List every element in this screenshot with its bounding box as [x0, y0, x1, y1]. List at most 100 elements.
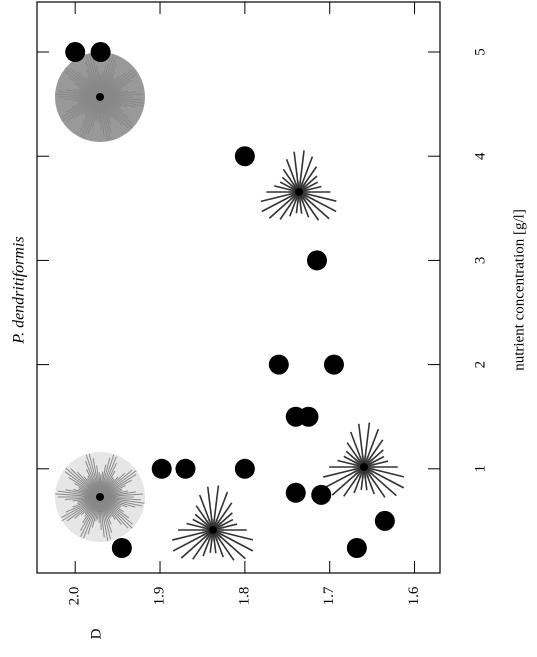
- point: [111, 537, 132, 558]
- colony-branch: [289, 191, 300, 217]
- colony-branch: [172, 529, 214, 552]
- colony-branch: [55, 493, 101, 498]
- colony-branch: [323, 466, 365, 478]
- colony-branch: [363, 439, 384, 468]
- colony-branch: [65, 467, 101, 498]
- colony-branch: [298, 191, 330, 220]
- colony-branch: [268, 191, 300, 219]
- point: [175, 458, 196, 479]
- point: [298, 406, 319, 427]
- point: [285, 482, 306, 503]
- colony-branch: [353, 466, 365, 494]
- colony-branch: [363, 449, 384, 468]
- colony-branch: [212, 485, 220, 531]
- colony-branch: [298, 191, 320, 221]
- colony-branch: [82, 96, 101, 139]
- x-tick-label: 1: [472, 465, 488, 473]
- colony-branch: [363, 422, 371, 468]
- colony-branch: [61, 96, 101, 122]
- colony-center: [295, 188, 303, 196]
- colony-branch: [363, 466, 405, 489]
- colony-branch: [61, 96, 101, 118]
- y-tick-label: 1.9: [151, 587, 167, 606]
- colony-branch: [274, 185, 300, 193]
- colony-branch: [337, 459, 365, 468]
- y-axis-label: D: [88, 628, 104, 639]
- colony-branch: [363, 466, 405, 478]
- colony-branch: [346, 442, 365, 468]
- point: [234, 458, 255, 479]
- colony-branch: [99, 456, 117, 498]
- colony-branch: [212, 529, 254, 541]
- colony-branch: [180, 529, 214, 559]
- point: [311, 484, 332, 505]
- colony-branch: [293, 151, 300, 193]
- colony-branch: [363, 466, 397, 497]
- point: [346, 537, 367, 558]
- x-axis-label: nutrient concentration [g/l]: [511, 209, 527, 371]
- colony-images: [55, 52, 405, 561]
- colony-branch: [80, 496, 101, 537]
- colony-center: [96, 93, 104, 101]
- colony-branch: [99, 96, 112, 140]
- colony-branch: [99, 54, 115, 98]
- colony-branch: [195, 505, 214, 531]
- colony-branch: [206, 486, 214, 531]
- colony-branch: [99, 493, 143, 498]
- colony-branch: [260, 191, 300, 203]
- point: [374, 510, 395, 531]
- colony-branch: [198, 494, 214, 531]
- colony-branch: [172, 529, 214, 541]
- colony-center: [360, 463, 368, 471]
- colony-center: [209, 526, 217, 534]
- colony-branch: [363, 466, 376, 495]
- y-tick-label: 1.6: [406, 586, 422, 605]
- colony-branch: [298, 175, 318, 193]
- colony-branch: [82, 496, 101, 539]
- colony-branch: [212, 529, 246, 560]
- colony-branch: [99, 470, 137, 498]
- colony-branch: [363, 466, 386, 498]
- colony-branch: [298, 166, 318, 193]
- colony-branch: [202, 529, 214, 557]
- colony-branch: [88, 453, 101, 498]
- point: [234, 146, 255, 167]
- colony-branch: [55, 93, 101, 98]
- colony-branch: [279, 191, 300, 220]
- point: [323, 354, 344, 375]
- colony-branch: [61, 496, 101, 518]
- colony-branch: [212, 491, 229, 531]
- colony-branch: [261, 191, 300, 213]
- colony-branch: [363, 428, 380, 468]
- colony-branch: [298, 191, 337, 202]
- point: [90, 42, 111, 63]
- plot-frame: [36, 1, 441, 574]
- colony-branch: [99, 96, 145, 104]
- colony-branch: [282, 168, 300, 193]
- colony-branch: [285, 159, 300, 193]
- colony-branch: [212, 529, 225, 558]
- colony-branch: [88, 53, 101, 98]
- colony-branch: [99, 496, 109, 542]
- colony-branch: [99, 454, 115, 498]
- colony-branch: [192, 529, 214, 560]
- colony-branch: [349, 431, 365, 468]
- colony-branch: [343, 466, 365, 497]
- colony-branch: [99, 496, 145, 504]
- colony-branch: [61, 496, 101, 522]
- colony-branch: [64, 71, 101, 98]
- colony-center: [96, 493, 104, 501]
- colony-branch: [99, 496, 112, 540]
- colony-branch: [99, 93, 143, 98]
- colony-branch: [212, 529, 254, 552]
- colony-branch: [298, 150, 305, 193]
- colony-branch: [212, 502, 233, 531]
- colony-branch: [331, 466, 365, 496]
- point: [306, 250, 327, 271]
- colony-branch: [186, 522, 214, 531]
- colony-branch: [65, 67, 101, 98]
- point: [151, 458, 172, 479]
- colony-branch: [99, 496, 143, 507]
- colony-branch: [99, 96, 109, 142]
